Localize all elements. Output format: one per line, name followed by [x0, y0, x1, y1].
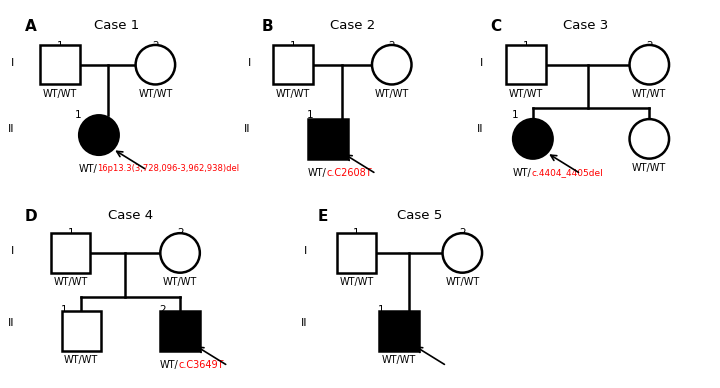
Polygon shape: [161, 311, 200, 351]
Text: WT/WT: WT/WT: [509, 89, 543, 99]
Text: 2: 2: [152, 42, 158, 51]
Polygon shape: [379, 311, 418, 351]
Polygon shape: [273, 45, 312, 85]
Text: I: I: [480, 58, 484, 68]
Ellipse shape: [443, 233, 482, 273]
Text: I: I: [11, 246, 14, 256]
Text: I: I: [304, 246, 307, 256]
Text: WT/: WT/: [78, 165, 97, 174]
Text: 1: 1: [57, 42, 63, 51]
Text: Case 2: Case 2: [330, 19, 376, 32]
Text: B: B: [261, 19, 273, 34]
Text: 1: 1: [512, 110, 518, 120]
Text: 1: 1: [353, 229, 360, 239]
Polygon shape: [40, 45, 80, 85]
Text: WT/WT: WT/WT: [43, 89, 77, 99]
Text: Case 4: Case 4: [108, 209, 153, 222]
Ellipse shape: [629, 119, 669, 159]
Text: 1: 1: [74, 110, 81, 120]
Text: WT/WT: WT/WT: [339, 277, 374, 287]
Text: WT/WT: WT/WT: [138, 89, 173, 99]
Text: Case 5: Case 5: [397, 209, 443, 222]
Text: II: II: [8, 125, 14, 134]
Ellipse shape: [513, 119, 553, 159]
Text: I: I: [248, 58, 251, 68]
Text: 2: 2: [176, 229, 184, 239]
Polygon shape: [61, 311, 101, 351]
Text: Case 1: Case 1: [94, 19, 139, 32]
Text: II: II: [244, 125, 251, 134]
Text: 1: 1: [378, 305, 384, 315]
Text: WT/WT: WT/WT: [632, 89, 667, 99]
Text: I: I: [11, 58, 14, 68]
Text: D: D: [24, 209, 37, 224]
Text: 1: 1: [289, 42, 297, 51]
Text: WT/WT: WT/WT: [382, 355, 416, 365]
Text: WT/WT: WT/WT: [276, 89, 310, 99]
Text: A: A: [24, 19, 37, 34]
Ellipse shape: [135, 45, 175, 85]
Polygon shape: [506, 45, 546, 85]
Text: WT/WT: WT/WT: [53, 277, 88, 287]
Text: Case 3: Case 3: [563, 19, 608, 32]
Text: II: II: [477, 125, 484, 134]
Text: 2: 2: [388, 42, 395, 51]
Text: C: C: [490, 19, 502, 34]
Text: 1: 1: [68, 229, 74, 239]
Polygon shape: [51, 233, 91, 273]
Text: 1: 1: [523, 42, 529, 51]
Text: 1: 1: [307, 110, 314, 120]
Text: WT/WT: WT/WT: [632, 163, 667, 173]
Text: II: II: [300, 318, 307, 328]
Text: E: E: [318, 209, 328, 224]
Polygon shape: [337, 233, 377, 273]
Text: 1: 1: [60, 305, 67, 315]
Text: 2: 2: [459, 229, 466, 239]
Text: WT/: WT/: [513, 168, 531, 178]
Ellipse shape: [161, 233, 200, 273]
Text: II: II: [8, 318, 14, 328]
Text: c.C2608T: c.C2608T: [327, 168, 372, 178]
Text: 2: 2: [646, 42, 652, 51]
Text: WT/WT: WT/WT: [163, 277, 197, 287]
Text: 16p13.3(3,728,096-3,962,938)del: 16p13.3(3,728,096-3,962,938)del: [97, 165, 240, 173]
Ellipse shape: [629, 45, 669, 85]
Polygon shape: [308, 119, 348, 159]
Text: WT/WT: WT/WT: [374, 89, 409, 99]
Ellipse shape: [79, 115, 119, 155]
Text: WT/: WT/: [308, 168, 327, 178]
Ellipse shape: [372, 45, 412, 85]
Text: 2: 2: [159, 305, 166, 315]
Text: WT/WT: WT/WT: [64, 355, 99, 365]
Text: c.4404_4405del: c.4404_4405del: [531, 168, 603, 177]
Text: WT/: WT/: [160, 360, 179, 370]
Text: WT/WT: WT/WT: [445, 277, 480, 287]
Text: c.C3649T: c.C3649T: [179, 360, 224, 370]
